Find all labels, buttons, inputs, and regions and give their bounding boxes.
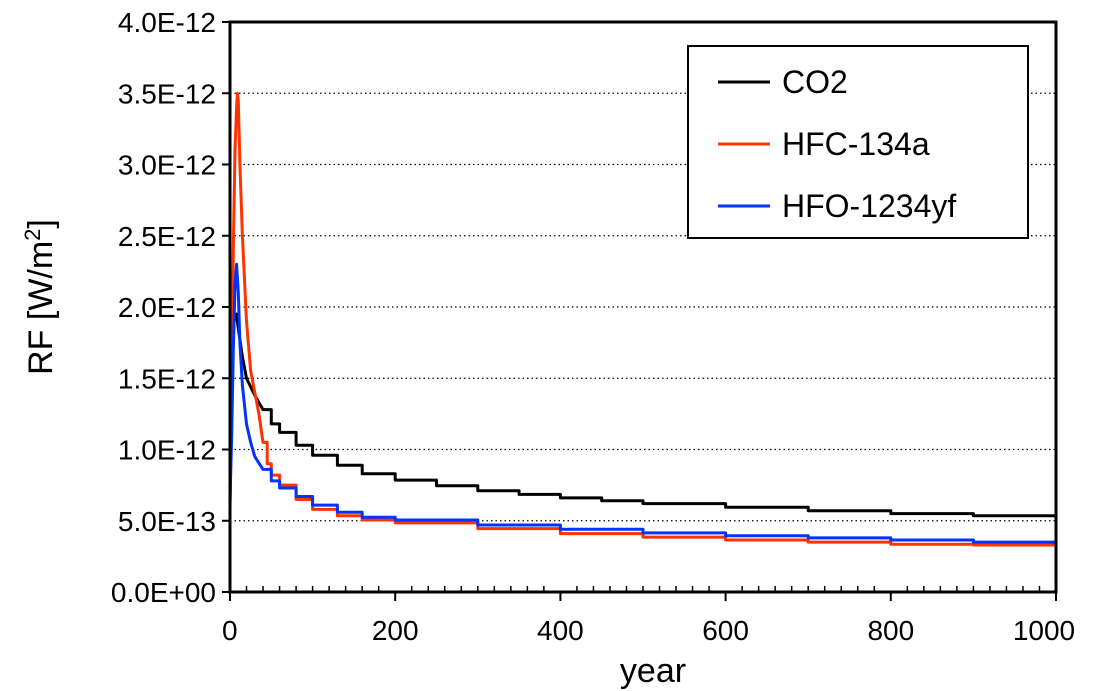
axis-ticks [222,21,1057,601]
y-axis-title-superscript: 2 [20,229,45,241]
series-line-co2 [228,312,1058,518]
y-axis-title: RF [W/m2] [20,219,61,375]
x-tick-labels: 0 200 400 600 800 1000 [222,615,1075,646]
y-tick-label-8: 4.0E-12 [118,7,216,38]
x-tick-label-1: 200 [372,615,419,646]
y-tick-label-3: 1.5E-12 [118,363,216,394]
y-tick-label-4: 2.0E-12 [118,292,216,323]
series-lines [228,91,1058,547]
y-axis-title-main: RF [W/m [22,241,60,375]
legend-label-hfo-1234yf: HFO-1234yf [782,188,956,224]
y-tick-labels: 0.0E+00 5.0E-13 1.0E-12 1.5E-12 2.0E-12 2.5E-… [111,7,216,608]
y-tick-label-6: 3.0E-12 [118,150,216,181]
y-tick-label-1: 5.0E-13 [118,506,216,537]
series-line-hfo-1234yf [228,262,1058,544]
legend: CO2 HFC-134a HFO-1234yf [687,45,1029,239]
x-axis-title: year [620,652,686,690]
legend-label-co2: CO2 [782,64,848,100]
x-tick-label-2: 400 [537,615,584,646]
y-tick-label-5: 2.5E-12 [118,221,216,252]
y-axis-title-suffix: ] [22,219,60,228]
x-tick-label-4: 800 [867,615,914,646]
legend-label-hfc-134a: HFC-134a [782,126,930,162]
x-tick-label-5: 1000 [1013,615,1075,646]
y-tick-label-0: 0.0E+00 [111,577,216,608]
legend-items: CO2 HFC-134a HFO-1234yf [718,64,956,224]
x-tick-label-3: 600 [702,615,749,646]
y-tick-label-2: 1.0E-12 [118,435,216,466]
y-tick-label-7: 3.5E-12 [118,78,216,109]
x-tick-label-0: 0 [222,615,238,646]
